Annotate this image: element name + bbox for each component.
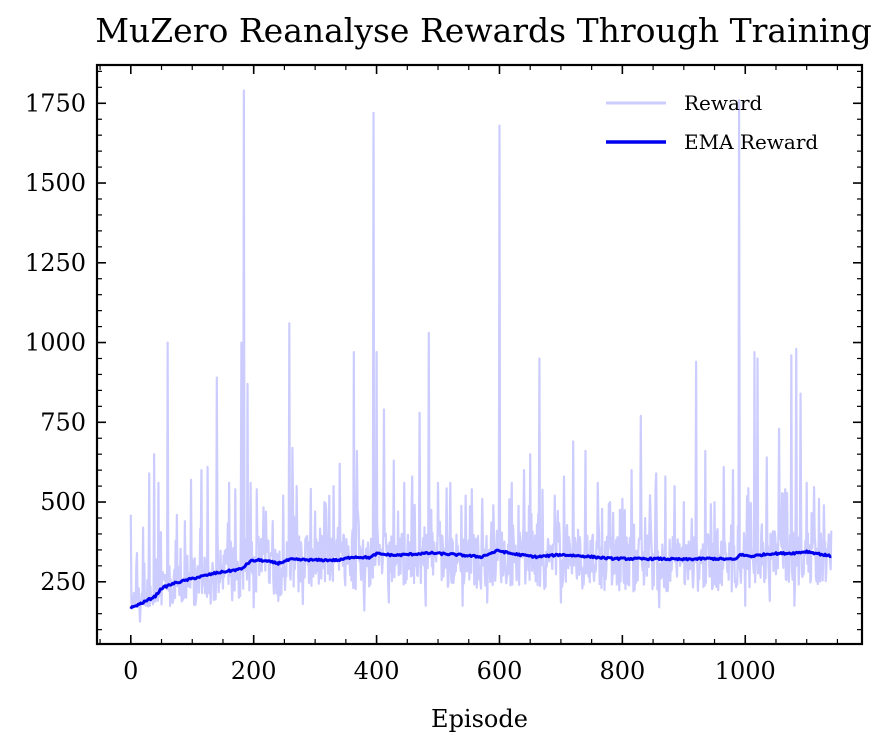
legend: Reward EMA Reward (606, 91, 818, 154)
y-tick-label: 750 (40, 408, 86, 436)
x-tick-label: 1000 (715, 657, 776, 685)
y-tick-label: 250 (40, 568, 86, 596)
legend-label: Reward (684, 91, 762, 115)
y-tick-label: 500 (40, 488, 86, 516)
y-tick-label: 1750 (25, 89, 86, 117)
chart-title: MuZero Reanalyse Rewards Through Trainin… (95, 11, 872, 50)
series-layer (129, 89, 833, 623)
plot-frame (95, 63, 864, 646)
x-tick-label: 800 (599, 657, 645, 685)
series-line-reward (129, 89, 833, 623)
x-tick-label: 400 (354, 657, 400, 685)
x-axis-label: Episode (431, 705, 528, 733)
y-tick-label: 1500 (25, 169, 86, 197)
series-line-ema-reward (129, 548, 832, 610)
x-tick-label: 600 (477, 657, 523, 685)
x-tick-label: 0 (123, 657, 138, 685)
legend-label: EMA Reward (684, 130, 818, 154)
x-tick-label: 200 (231, 657, 277, 685)
y-tick-label: 1000 (25, 329, 86, 357)
y-tick-label: 1250 (25, 249, 86, 277)
